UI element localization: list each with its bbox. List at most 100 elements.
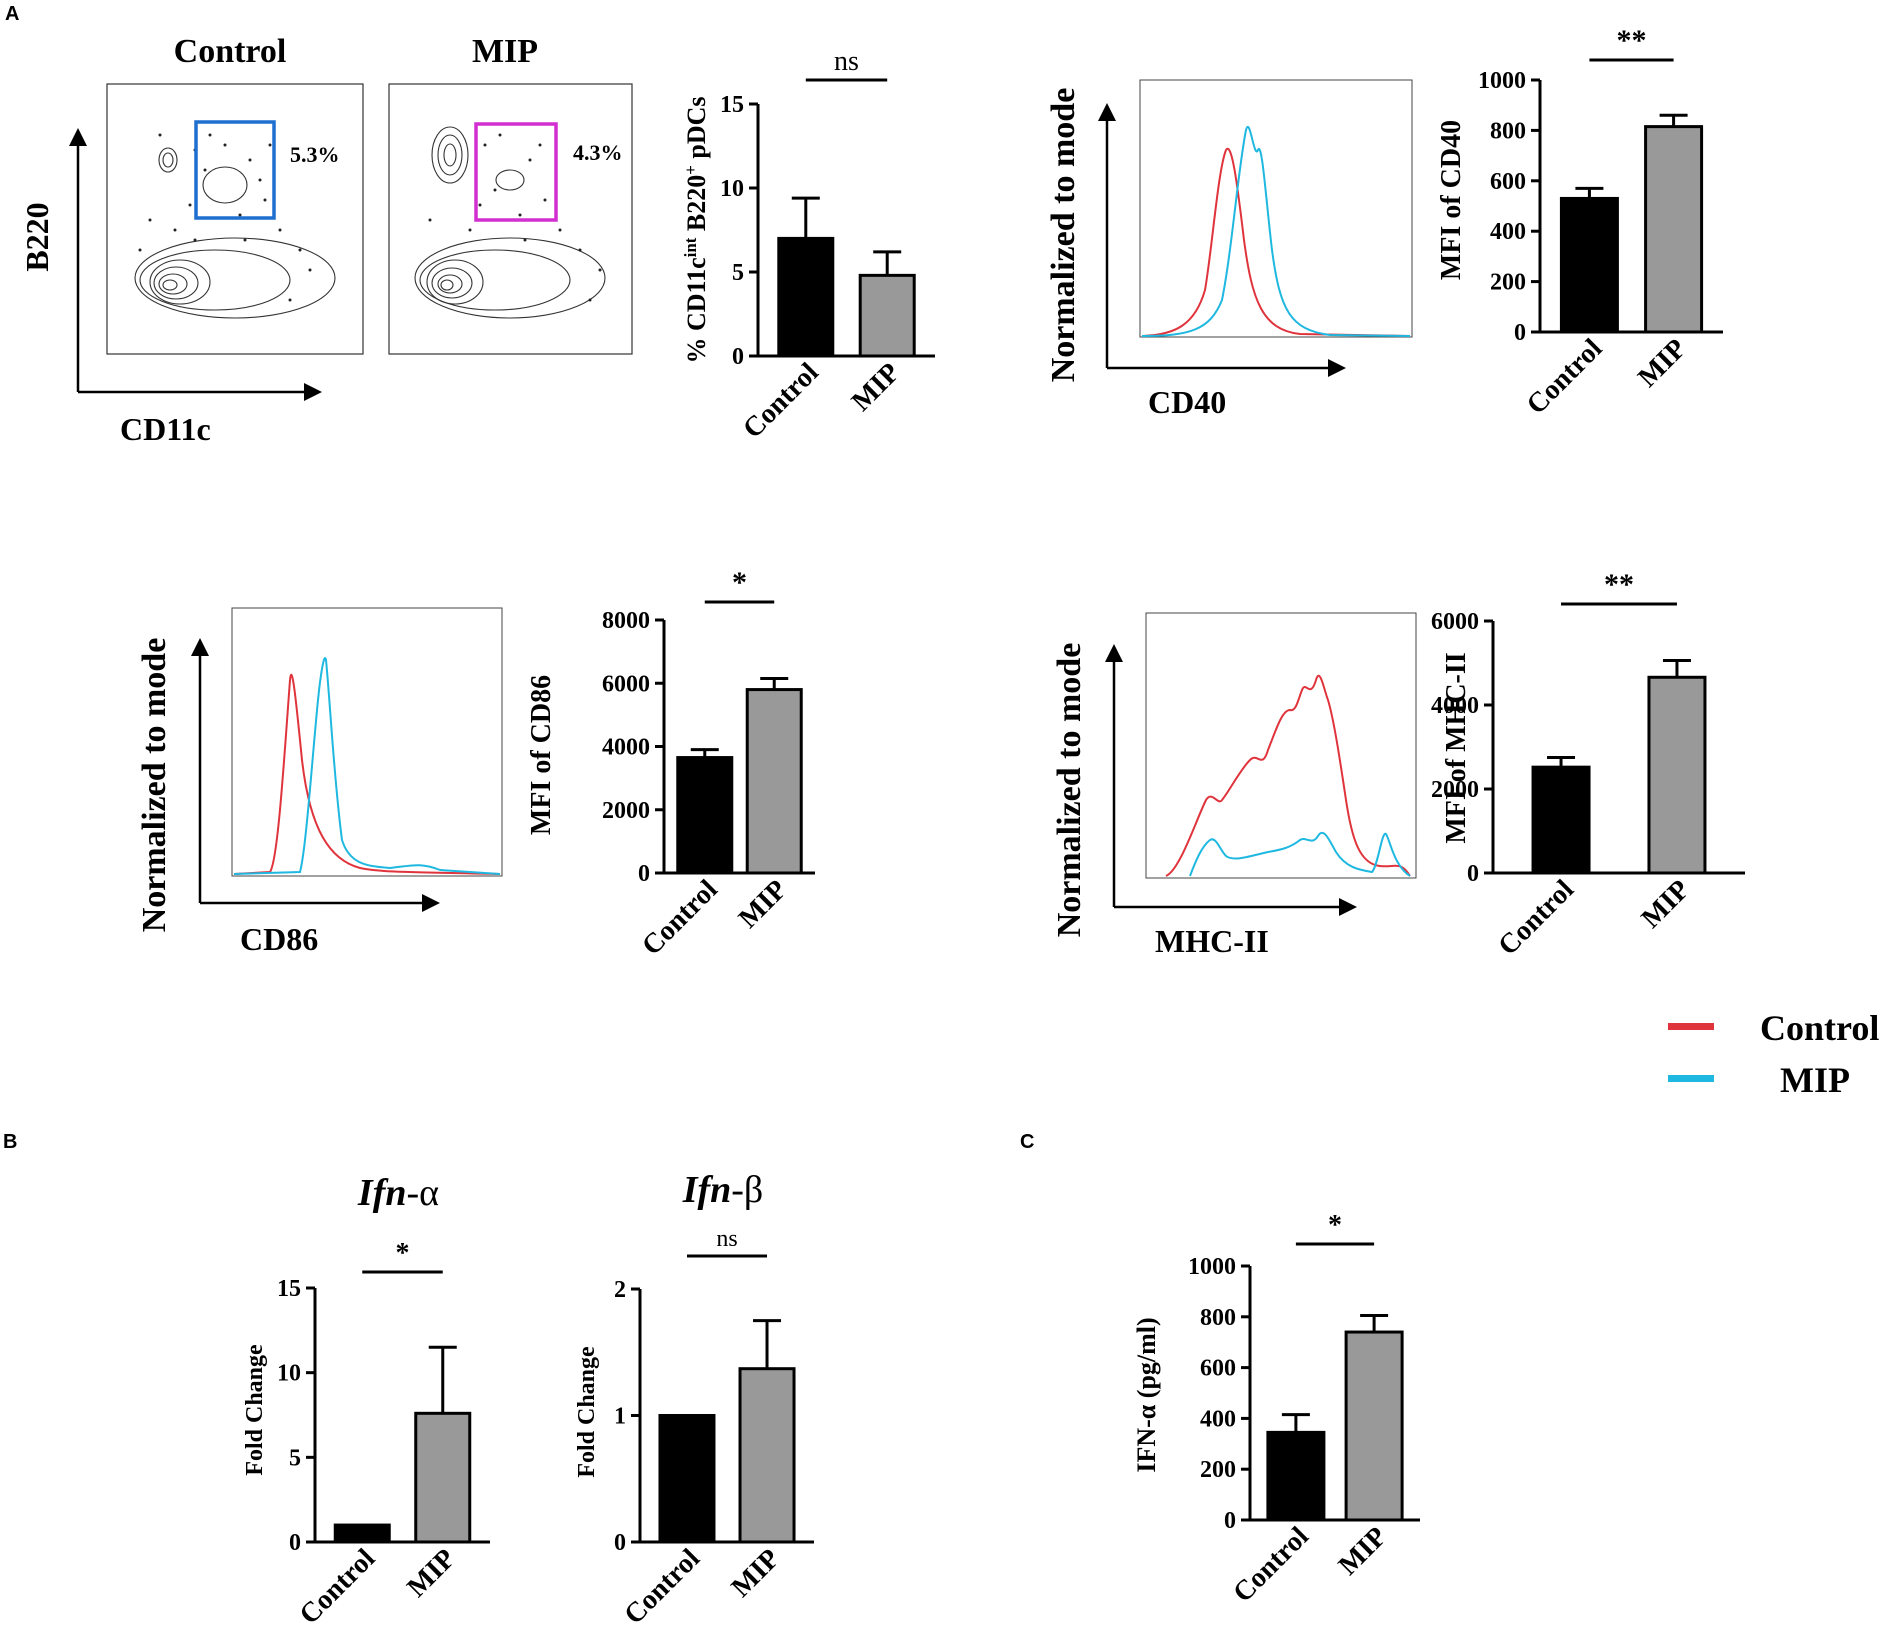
y-tick-label: 0 — [614, 1530, 626, 1556]
y-axis-label: % CD11cint B220+ pDCs — [681, 97, 712, 364]
x-tick-label: Control — [294, 1543, 382, 1631]
y-tick-label: 0 — [289, 1530, 301, 1556]
bar-control — [658, 1414, 716, 1544]
significance-label: ** — [1604, 568, 1634, 601]
flow-plots: Control MIP 5.3% — [19, 33, 633, 447]
histogram-cd40-mip-curve — [1141, 126, 1411, 337]
histogram-cd86-mip-curve — [233, 657, 501, 875]
bar-mip — [858, 273, 916, 358]
y-tick-label: 2000 — [602, 798, 650, 824]
bar-control — [1531, 765, 1591, 875]
x-tick-label: Control — [1521, 333, 1609, 421]
significance-label: ns — [716, 1226, 737, 1252]
y-tick-label: 4000 — [1431, 693, 1479, 719]
y-tick-label: 400 — [1200, 1406, 1236, 1432]
flow-mip-dots — [428, 133, 602, 302]
flow-y-arrow — [69, 128, 87, 146]
bar-chart-ifnb: 0 1 2 Control MIP ns Fold Change Ifn-β — [574, 1169, 814, 1631]
flow-control-title: Control — [174, 33, 287, 70]
y-tick-label: 4000 — [602, 735, 650, 761]
x-tick-label: Control — [1227, 1521, 1315, 1609]
bar-chart-mhc: 0 2000 4000 6000 Control MIP ** MFI of MHC-II — [1431, 568, 1745, 962]
histogram-cd86-y-arrow — [191, 638, 209, 656]
y-tick-label: 10 — [720, 176, 744, 202]
y-axis-label: Fold Change — [574, 1346, 600, 1478]
bar-mip — [738, 1367, 796, 1544]
x-tick-label: Control — [636, 874, 724, 962]
flow-control-contours — [134, 147, 336, 319]
y-axis-label: MFI of MHC-II — [1441, 652, 1472, 843]
y-tick-label: 600 — [1490, 169, 1526, 195]
histogram-mhc-control-curve — [1165, 674, 1411, 877]
x-tick-label: MIP — [1635, 874, 1695, 934]
significance-label: * — [1328, 1210, 1342, 1241]
y-axis-label: MFI of CD86 — [526, 675, 557, 835]
histogram-cd86-y-label: Normalized to mode — [136, 638, 173, 933]
x-tick-label: MIP — [733, 874, 793, 934]
histogram-cd40-box — [1139, 79, 1413, 338]
y-axis-label: IFN-α (pg/ml) — [1132, 1317, 1161, 1472]
histogram-cd86-box — [231, 607, 503, 877]
y-tick-label: 400 — [1490, 219, 1526, 245]
bar-chart-pdc: 0 5 10 15 Control MIP ns % CD11cint B220+ pDCs — [681, 46, 935, 445]
y-tick-label: 0 — [732, 344, 744, 370]
y-tick-label: 15 — [277, 1276, 301, 1302]
histogram-mhc-y-label: Normalized to mode — [1051, 643, 1088, 938]
histogram-cd40-y-arrow — [1098, 103, 1116, 121]
bar-mip — [1644, 125, 1704, 334]
y-tick-label: 0 — [1467, 861, 1479, 887]
bar-mip — [1647, 675, 1707, 875]
bar-chart-ifnc: 0 200 400 600 800 1000 Control MIP * IFN-α (pg/ml… — [1132, 1210, 1420, 1609]
x-tick-label: Control — [1492, 874, 1580, 962]
bar-mip — [1344, 1330, 1404, 1522]
y-tick-label: 800 — [1490, 118, 1526, 144]
x-tick-label: MIP — [726, 1543, 786, 1603]
histogram-cd86-x-label: CD86 — [240, 921, 318, 957]
flow-control-gate — [194, 120, 276, 220]
bar-control — [676, 756, 734, 875]
significance-label: * — [396, 1238, 410, 1269]
bar-control — [333, 1523, 391, 1544]
bar-chart-ifna: 0 5 10 15 Control MIP * Fold Change Ifn-α — [242, 1172, 490, 1631]
flow-y-label: B220 — [19, 202, 55, 271]
panel-label-b: B — [3, 1131, 17, 1153]
y-tick-label: 1000 — [1478, 68, 1526, 94]
flow-x-label: CD11c — [120, 411, 211, 447]
y-tick-label: 15 — [720, 92, 744, 118]
bar-chart-cd40: 0 200 400 600 800 1000 Control MIP ** MFI of CD40 — [1436, 24, 1723, 421]
x-tick-label: MIP — [1333, 1521, 1393, 1581]
y-tick-label: 0 — [1514, 320, 1526, 346]
histogram-mhc-box — [1145, 612, 1417, 879]
histogram-cd40-control-curve — [1141, 147, 1411, 337]
histogram-cd86-x-arrow — [422, 894, 440, 912]
histogram-cd40: Normalized to mode CD40 — [1045, 79, 1413, 420]
bar-control — [777, 236, 835, 358]
legend-mip-label: MIP — [1780, 1060, 1850, 1100]
chart-title: Ifn-β — [682, 1169, 764, 1211]
y-axis-label: MFI of CD40 — [1436, 120, 1467, 280]
histogram-mhc-x-label: MHC-II — [1155, 923, 1269, 959]
histogram-cd40-x-arrow — [1328, 359, 1346, 377]
histogram-cd40-y-label: Normalized to mode — [1045, 88, 1082, 383]
bar-mip — [745, 688, 803, 875]
x-tick-label: Control — [737, 357, 825, 445]
significance-label: ** — [1617, 24, 1647, 57]
histogram-mhc-mip-curve — [1189, 831, 1411, 877]
significance-label: ns — [834, 46, 859, 77]
y-tick-label: 8000 — [602, 608, 650, 634]
y-tick-label: 200 — [1200, 1457, 1236, 1483]
legend-control-swatch — [1668, 1023, 1714, 1030]
x-tick-label: MIP — [846, 357, 906, 417]
histogram-cd86-control-curve — [233, 673, 501, 875]
histogram-cd86: Normalized to mode CD86 — [136, 607, 503, 957]
y-tick-label: 0 — [638, 861, 650, 887]
flow-mip-gate-pct: 4.3% — [573, 140, 623, 165]
y-tick-label: 10 — [277, 1361, 301, 1387]
y-tick-label: 0 — [1224, 1508, 1236, 1534]
flow-control-gate-pct: 5.3% — [290, 142, 340, 167]
legend-mip-swatch — [1668, 1075, 1714, 1082]
y-tick-label: 800 — [1200, 1305, 1236, 1331]
y-tick-label: 6000 — [602, 671, 650, 697]
significance-label: * — [732, 566, 747, 599]
bar-mip — [414, 1411, 472, 1544]
